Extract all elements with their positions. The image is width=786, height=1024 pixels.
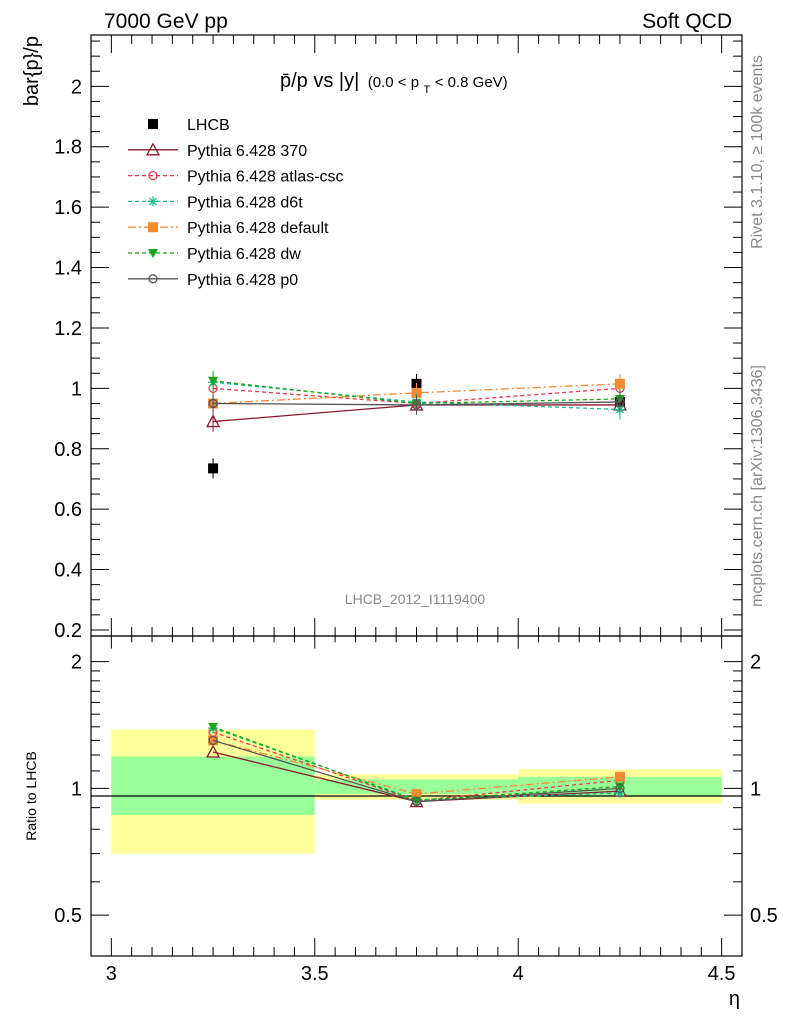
main-ytick-label: 0.4 xyxy=(54,560,82,582)
data-point-pythia-6-428-default xyxy=(411,387,422,398)
ratio-point-pythia-6-428-p0 xyxy=(208,735,218,746)
legend-entry-pythia-6-428-370: Pythia 6.428 370 xyxy=(128,142,307,160)
rivet-label: Rivet 3.1.10, ≥ 100k events xyxy=(749,55,766,249)
legend-marker-pythia-6-428-d6t xyxy=(148,196,158,207)
data-point-pythia-6-428-p0 xyxy=(411,400,422,410)
main-ytick-label: 2 xyxy=(71,76,82,98)
legend-marker-lhcb xyxy=(148,119,158,129)
legend-label-pythia-6-428-dw: Pythia 6.428 dw xyxy=(187,246,301,263)
main-panel: 0.2 0.4 0.6 0.8 1 1.2 1.4 1.6 1.8 2 bar{p}/p p̄/p… xyxy=(21,34,743,642)
ratio-ylabel: Ratio to LHCB xyxy=(23,751,39,840)
analysis-label: LHCB_2012_I1119400 xyxy=(345,591,486,607)
legend-entry-lhcb: LHCB xyxy=(148,117,230,134)
main-ytick-label: 1 xyxy=(71,378,82,400)
legend-label-pythia-6-428-p0: Pythia 6.428 p0 xyxy=(187,272,298,289)
legend-marker-pythia-6-428-d6t-stroke xyxy=(149,197,157,206)
legend-marker-pythia-6-428-dw xyxy=(148,249,158,258)
legend: LHCB Pythia 6.428 370 Pythia 6.428 atlas-c… xyxy=(128,117,344,289)
legend-label-pythia-6-428-atlas-csc: Pythia 6.428 atlas-csc xyxy=(187,169,344,186)
data-point-pythia-6-428-default xyxy=(614,378,625,389)
legend-marker-pythia-6-428-370 xyxy=(145,142,161,156)
legend-entry-pythia-6-428-dw: Pythia 6.428 dw xyxy=(128,246,301,263)
plot-title-range-end: < 0.8 GeV) xyxy=(435,74,508,91)
legend-label-pythia-6-428-d6t: Pythia 6.428 d6t xyxy=(187,194,303,211)
main-ytick-label: 1.4 xyxy=(54,258,82,280)
ratio-point-pythia-6-428-dw xyxy=(208,722,219,732)
ratio-point-pythia-6-428-default xyxy=(411,788,422,799)
legend-entry-pythia-6-428-p0: Pythia 6.428 p0 xyxy=(128,272,298,289)
xtick-label: 3.5 xyxy=(301,963,329,985)
main-ytick-label: 0.8 xyxy=(54,439,82,461)
data-point-pythia-6-428-dw xyxy=(208,376,219,386)
ratio-ytick-label-left: 2 xyxy=(71,652,82,674)
data-point-pythia-6-428-370 xyxy=(205,414,221,428)
data-point-pythia-6-428-p0 xyxy=(615,397,625,407)
main-ytick-label: 1.6 xyxy=(54,197,82,219)
ratio-series-pythia-6-428-p0 xyxy=(208,735,625,807)
ratio-ytick-label-left: 0.5 xyxy=(54,905,82,927)
ratio-ytick-label-left: 1 xyxy=(71,778,82,800)
ratio-band-inner xyxy=(111,756,315,815)
mcplots-label: mcplots.cern.ch [arXiv:1306.3436] xyxy=(749,365,766,607)
legend-entry-pythia-6-428-d6t: Pythia 6.428 d6t xyxy=(128,194,303,211)
data-point-pythia-6-428-p0 xyxy=(208,398,218,409)
series-pythia-6-428-p0 xyxy=(208,391,625,415)
main-ytick-label: 1.2 xyxy=(54,318,82,340)
plot-title: p̄/p vs |y| (0.0 < p T < 0.8 GeV) xyxy=(280,70,508,97)
ratio-point-pythia-6-428-default xyxy=(614,771,625,782)
data-point-lhcb xyxy=(208,463,219,474)
main-y-axis: 0.2 0.4 0.6 0.8 1 1.2 1.4 1.6 1.8 2 xyxy=(54,40,742,642)
x-axis: 3 3.5 4 4.5 xyxy=(106,35,736,985)
ratio-line-pythia-6-428-dw xyxy=(212,726,620,802)
xtick-label: 4.5 xyxy=(708,963,736,985)
x-axis-label: η xyxy=(729,988,740,1010)
ratio-line-pythia-6-428-p0 xyxy=(212,739,620,803)
ratio-ytick-label-right: 0.5 xyxy=(750,905,778,927)
header-left: 7000 GeV pp xyxy=(104,10,228,33)
ratio-point-pythia-6-428-p0 xyxy=(411,796,422,807)
xtick-label: 3 xyxy=(106,963,117,985)
legend-entry-pythia-6-428-atlas-csc: Pythia 6.428 atlas-csc xyxy=(128,169,344,186)
legend-marker-pythia-6-428-p0 xyxy=(148,274,158,284)
xtick-label: 4 xyxy=(513,963,524,985)
legend-marker-pythia-6-428-atlas-csc xyxy=(148,170,158,181)
legend-marker-pythia-6-428-default xyxy=(148,222,158,233)
header-right: Soft QCD xyxy=(642,10,732,33)
plot-title-main: p̄/p vs |y| xyxy=(280,70,359,92)
main-ylabel: bar{p}/p xyxy=(21,36,43,106)
ratio-y-axis: 0.5 0.5 1 1 2 2 xyxy=(54,652,778,928)
ratio-point-pythia-6-428-p0 xyxy=(615,783,625,794)
ratio-line-pythia-6-428-atlas-csc xyxy=(212,731,621,802)
legend-label-pythia-6-428-default: Pythia 6.428 default xyxy=(187,220,329,237)
ratio-ytick-label-right: 1 xyxy=(750,778,761,800)
main-ytick-label: 1.8 xyxy=(54,137,82,159)
main-ytick-label: 0.2 xyxy=(54,620,82,642)
legend-label-pythia-6-428-370: Pythia 6.428 370 xyxy=(187,143,307,160)
legend-label-lhcb: LHCB xyxy=(187,117,230,134)
legend-entry-pythia-6-428-default: Pythia 6.428 default xyxy=(128,220,329,237)
plot-title-sub: T xyxy=(424,84,431,96)
ratio-point-pythia-6-428-370 xyxy=(205,744,221,758)
ratio-ytick-label-right: 2 xyxy=(750,652,761,674)
plot-title-range: (0.0 < p xyxy=(368,74,419,91)
main-ytick-label: 0.6 xyxy=(54,499,82,521)
ratio-panel: 0.5 0.5 1 1 2 2 3 3.5 4 4.5 Ratio to LHCB η xyxy=(23,35,778,1010)
